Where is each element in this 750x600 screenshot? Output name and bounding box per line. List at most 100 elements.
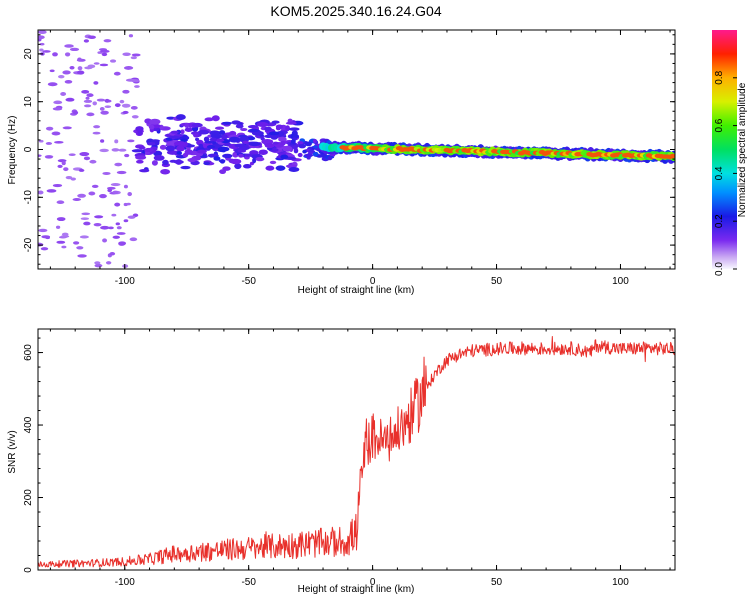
noise-blob <box>99 148 109 153</box>
noise-blob <box>52 52 58 57</box>
onset-blob <box>222 153 233 159</box>
onset-blob <box>265 165 275 171</box>
noise-blob <box>83 156 91 161</box>
onset-blob <box>131 149 144 153</box>
onset-blob <box>170 130 179 134</box>
noise-blob <box>77 254 87 258</box>
noise-blob <box>104 98 110 103</box>
noise-blob <box>107 188 113 193</box>
noise-blob <box>56 240 66 244</box>
heatmap-xtick-label: -50 <box>241 276 256 287</box>
noise-blob <box>94 263 103 268</box>
onset-blob <box>240 127 248 132</box>
noise-blob <box>116 226 122 230</box>
colorbar-tick-label: 0.6 <box>714 118 725 132</box>
onset-blob <box>203 161 211 166</box>
snr-xtick-label: 50 <box>491 577 503 588</box>
snr-frame <box>37 328 676 571</box>
noise-blob <box>93 125 101 129</box>
snr-ytick-label: 200 <box>23 489 34 506</box>
onset-blob <box>184 149 193 155</box>
onset-blob <box>243 163 252 169</box>
transition-blob <box>327 156 333 161</box>
transition-blob <box>312 138 317 144</box>
noise-blob <box>41 235 51 239</box>
onset-blob <box>238 153 244 158</box>
onset-blob <box>135 126 144 132</box>
noise-blob <box>69 47 80 52</box>
colorbar-tick-label: 0.2 <box>714 214 725 228</box>
heatmap-xtick-label: -100 <box>115 276 135 287</box>
noise-blob <box>100 225 110 230</box>
heatmap-xtick-label: 100 <box>612 276 629 287</box>
heatmap-ytick-label: 10 <box>23 96 34 108</box>
snr-ytick-label: 0 <box>23 567 34 573</box>
snr-xtick-label: -100 <box>115 577 135 588</box>
noise-blob <box>53 100 63 105</box>
noise-blob <box>38 228 48 233</box>
onset-blob <box>264 126 272 132</box>
noise-blob <box>84 66 93 70</box>
noise-blob <box>79 151 90 157</box>
noise-blob <box>83 39 89 43</box>
onset-blob <box>191 122 203 128</box>
noise-blob <box>122 110 129 114</box>
noise-blob <box>99 194 107 199</box>
onset-blob <box>150 139 161 143</box>
noise-blob <box>52 183 63 188</box>
noise-blob <box>83 221 91 226</box>
onset-blob <box>235 124 244 129</box>
noise-blob <box>100 49 110 53</box>
noise-blob <box>129 237 138 242</box>
onset-blob <box>264 143 275 149</box>
onset-blob <box>255 156 265 162</box>
onset-blob <box>173 141 186 147</box>
noise-blob <box>114 103 121 108</box>
noise-blob <box>38 35 45 40</box>
onset-blob <box>256 121 269 127</box>
noise-blob <box>93 223 102 227</box>
noise-blob <box>64 52 71 57</box>
noise-blob <box>127 192 132 197</box>
transition-blob <box>302 149 307 154</box>
onset-blob <box>144 147 154 153</box>
colorbar-tick-label: 0.4 <box>714 166 725 180</box>
onset-blob <box>146 141 158 146</box>
noise-blob <box>93 81 99 85</box>
onset-blob <box>278 136 287 142</box>
onset-blob <box>153 154 165 161</box>
noise-blob <box>128 34 134 38</box>
noise-blob <box>131 53 141 57</box>
noise-blob <box>110 182 121 187</box>
noise-blob <box>116 170 127 175</box>
noise-blob <box>114 139 119 144</box>
onset-blob <box>204 117 214 122</box>
noise-blob <box>83 104 92 108</box>
colorbar-axis: 0.0 0.2 0.4 0.6 0.8 <box>714 70 737 276</box>
noise-blob <box>46 189 57 193</box>
heatmap-ytick-label: 0 <box>23 146 34 152</box>
noise-blob <box>130 105 138 110</box>
onset-blob <box>209 137 218 142</box>
snr-y-axis: 0 200 400 600 <box>23 337 675 573</box>
noise-blob <box>63 167 69 172</box>
noise-blob <box>38 154 42 157</box>
noise-blob <box>77 66 83 71</box>
onset-blob <box>139 168 150 173</box>
onset-blob <box>149 118 161 125</box>
noise-blob <box>123 219 129 223</box>
onset-blob <box>248 141 261 147</box>
noise-blob <box>123 66 134 70</box>
onset-blob <box>159 144 167 150</box>
onset-blob <box>197 129 210 135</box>
colorbar-gradient <box>712 30 737 269</box>
onset-blob <box>196 149 207 154</box>
noise-blob <box>55 225 61 229</box>
noise-blob <box>96 98 106 102</box>
onset-blob <box>234 163 242 170</box>
snr-xlabel: Height of straight line (km) <box>298 584 415 595</box>
onset-blob <box>248 128 260 133</box>
noise-blob <box>57 164 63 168</box>
onset-blob <box>271 120 280 124</box>
